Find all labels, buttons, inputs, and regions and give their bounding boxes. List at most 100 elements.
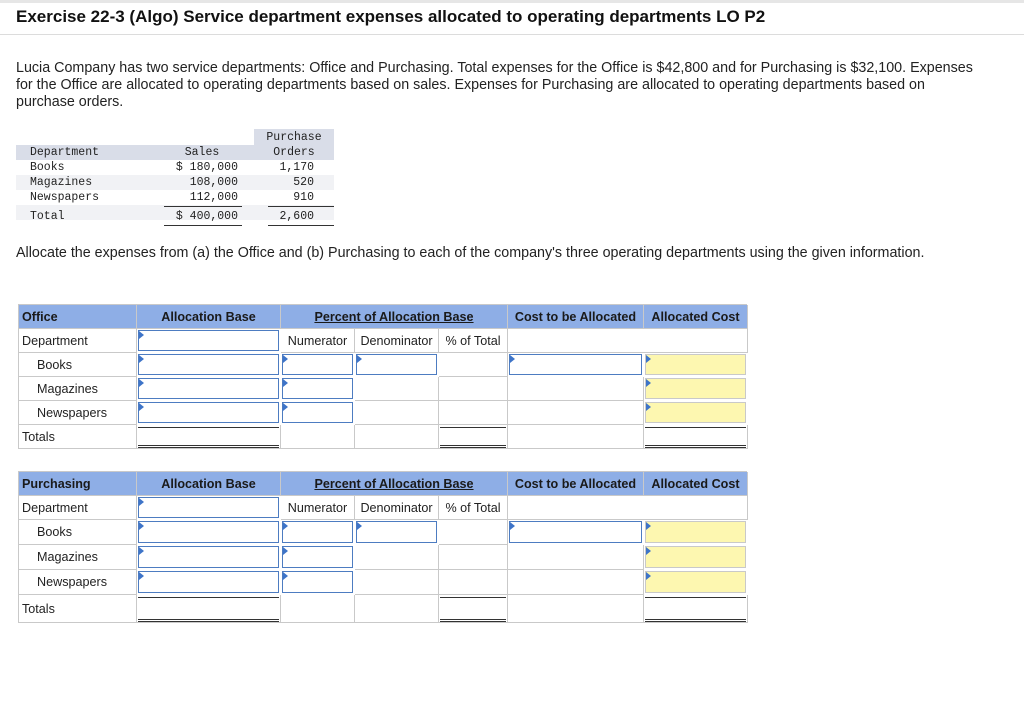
purchasing-magazines-base-input[interactable] [138,546,279,568]
office-single-underline [440,427,506,428]
input-marker-icon [646,522,651,530]
office-magazines-numerator-input[interactable] [282,378,353,399]
office-heading: Office [19,305,137,329]
office-totals-empty [508,425,644,449]
purchasing-totals-empty [355,595,439,623]
office-allocation-table: Office Allocation Base Percent of Allocati… [18,304,748,449]
input-marker-icon [283,403,288,411]
data-row: Magazines 108,000 520 [30,176,314,189]
office-empty-cell [508,401,644,425]
office-department-label: Department [19,329,137,353]
input-marker-icon [139,498,144,506]
office-double-underline [138,445,279,448]
office-newspapers-numerator-input[interactable] [282,402,353,423]
office-col-percent: Percent of Allocation Base [281,305,508,329]
problem-intro: Lucia Company has two service department… [16,60,973,110]
purchasing-cost-input[interactable] [509,521,642,543]
purchasing-empty-cell [508,545,644,570]
purchasing-numerator-label: Numerator [281,496,355,520]
office-totals-base [137,425,281,449]
purchasing-newspapers-base-input[interactable] [138,571,279,593]
purchasing-totals-base [137,595,281,623]
purchasing-books-base-input[interactable] [138,521,279,543]
purchasing-books-allocated-cost[interactable] [645,521,746,543]
office-numerator-label: Numerator [281,329,355,353]
office-books-base-input[interactable] [138,354,279,375]
input-marker-icon [139,331,144,339]
input-marker-icon [283,547,288,555]
office-newspapers-allocated-cost[interactable] [645,402,746,423]
purchasing-col-percent: Percent of Allocation Base [281,472,508,496]
purchasing-newspapers-allocated-cost[interactable] [645,571,746,593]
input-marker-icon [646,403,651,411]
input-marker-icon [139,379,144,387]
purchasing-magazines-numerator-input[interactable] [282,546,353,568]
office-totals-pct [439,425,508,449]
instruction-text: Allocate the expenses from (a) the Offic… [16,245,925,261]
office-empty-cell [355,401,439,425]
office-row-newspapers: Newspapers [19,401,137,425]
input-marker-icon [139,355,144,363]
office-magazines-allocated-cost[interactable] [645,378,746,399]
input-marker-icon [646,547,651,555]
data-row: Newspapers 112,000 910 [30,191,314,204]
office-blank-cell [508,329,748,353]
input-marker-icon [139,403,144,411]
purchasing-blank-cell [508,496,748,520]
purchasing-row-magazines: Magazines [19,545,137,570]
office-newspapers-pct-cell [439,401,508,425]
purchasing-newspapers-numerator-input[interactable] [282,571,353,593]
office-allocation-base-input[interactable] [138,330,279,351]
purchasing-allocation-base-input[interactable] [138,497,279,518]
purchasing-row-books: Books [19,520,137,545]
purchasing-col-allocated: Allocated Cost [644,472,748,496]
office-single-underline [645,427,746,428]
office-totals-empty [355,425,439,449]
purchasing-row-newspapers: Newspapers [19,570,137,595]
office-magazines-base-input[interactable] [138,378,279,399]
office-books-allocated-cost[interactable] [645,354,746,375]
purchasing-allocation-table: Purchasing Allocation Base Percent of Allo… [18,471,748,623]
purchasing-denominator-label: Denominator [355,496,439,520]
purchasing-newspapers-pct-cell [439,570,508,595]
purchasing-pct-label: % of Total [439,496,508,520]
office-totals-empty [281,425,355,449]
purchasing-books-numerator-input[interactable] [282,521,353,543]
input-marker-icon [357,522,362,530]
purchasing-books-pct-cell [439,520,508,545]
page-title: Exercise 22-3 (Algo) Service department … [16,7,766,26]
input-marker-icon [283,572,288,580]
purchasing-single-underline [138,597,279,598]
purchasing-denominator-input[interactable] [356,521,437,543]
office-totals-allocated [644,425,748,449]
office-double-underline [440,445,506,448]
office-empty-cell [508,377,644,401]
office-single-underline [138,427,279,428]
purchasing-double-underline [440,619,506,622]
purchasing-empty-cell [355,570,439,595]
purchasing-totals-allocated [644,595,748,623]
input-marker-icon [283,379,288,387]
purchasing-empty-cell [508,570,644,595]
purchasing-heading: Purchasing [19,472,137,496]
office-row-books: Books [19,353,137,377]
purchasing-totals-empty [508,595,644,623]
office-newspapers-base-input[interactable] [138,402,279,423]
purchasing-single-underline [645,597,746,598]
office-denominator-label: Denominator [355,329,439,353]
input-marker-icon [139,547,144,555]
purchasing-magazines-pct-cell [439,545,508,570]
header-sales: Sales [184,146,220,159]
office-books-numerator-input[interactable] [282,354,353,375]
office-denominator-input[interactable] [356,354,437,375]
input-marker-icon [283,355,288,363]
office-books-pct-cell [439,353,508,377]
input-marker-icon [510,355,515,363]
input-marker-icon [646,572,651,580]
office-cost-input[interactable] [509,354,642,375]
purchasing-double-underline [645,619,746,622]
purchasing-magazines-allocated-cost[interactable] [645,546,746,568]
purchasing-col-allocation-base: Allocation Base [137,472,281,496]
data-row: Books $ 180,000 1,170 [30,161,314,174]
office-row-magazines: Magazines [19,377,137,401]
